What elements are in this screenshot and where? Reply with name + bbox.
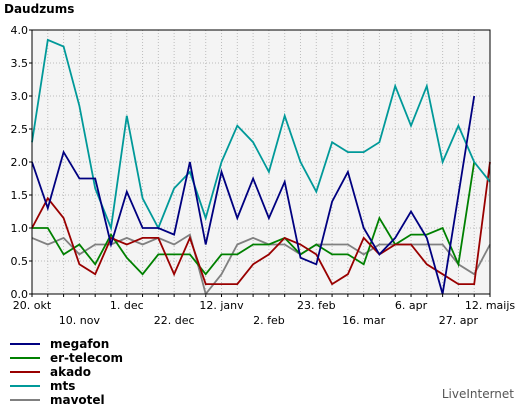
y-tick-label: 4.0 — [11, 24, 29, 37]
y-tick-label: 2.5 — [11, 123, 29, 136]
legend-label-akado: akado — [50, 365, 92, 379]
x-tick-label: 10. nov — [59, 314, 101, 327]
y-tick-label: 1.5 — [11, 189, 29, 202]
x-tick-label: 1. dec — [110, 299, 144, 312]
series-line-akado — [31, 161, 491, 286]
brand-label[interactable]: LiveInternet — [441, 387, 514, 401]
legend-item-mavotel: mavotel — [10, 393, 123, 407]
legend-label-megafon: megafon — [50, 337, 110, 351]
series-line-mts — [31, 38, 491, 232]
x-tick-label: 27. apr — [439, 314, 479, 327]
series-line-megafon — [31, 95, 476, 295]
x-tick-label: 2. feb — [253, 314, 285, 327]
plot-frame — [31, 29, 491, 295]
legend-label-mavotel: mavotel — [50, 393, 105, 407]
legend-item-megafon: megafon — [10, 337, 123, 351]
x-tick-label: 6. apr — [395, 299, 428, 312]
legend-item-akado: akado — [10, 365, 123, 379]
legend-label-mts: mts — [50, 379, 76, 393]
x-tick-label: 23. feb — [297, 299, 336, 312]
legend: megafon er-telecom akado mts mavotel — [10, 337, 123, 407]
series-line-er-telecom — [32, 161, 476, 276]
x-tick-label: 22. dec — [154, 314, 195, 327]
x-tick-label: 20. okt — [13, 299, 52, 312]
legend-swatch-megafon — [10, 343, 40, 345]
legend-swatch-mts — [10, 385, 40, 387]
legend-swatch-mavotel — [10, 399, 40, 401]
y-tick-label: 1.0 — [11, 222, 29, 235]
chart-title: Daudzums — [4, 2, 75, 16]
y-tick-label: 3.5 — [11, 57, 29, 70]
y-tick-label: 2.0 — [11, 156, 29, 169]
y-tick-label: 0.5 — [11, 255, 29, 268]
y-tick-label: 3.0 — [11, 90, 29, 103]
legend-item-mts: mts — [10, 379, 123, 393]
legend-label-er-telecom: er-telecom — [50, 351, 124, 365]
legend-item-er-telecom: er-telecom — [10, 351, 123, 365]
legend-swatch-er-telecom — [10, 357, 40, 359]
line-chart: 0.0 0.5 1.0 1.5 2.0 2.5 3.0 3.5 4.0 20. okt 1. dec… — [11, 24, 516, 327]
x-tick-label: 12. maijs — [465, 299, 516, 312]
y-tick-label: 0.0 — [11, 288, 29, 301]
x-tick-label: 12. janv — [199, 299, 244, 312]
legend-swatch-akado — [10, 371, 40, 373]
x-tick-label: 16. mar — [342, 314, 385, 327]
